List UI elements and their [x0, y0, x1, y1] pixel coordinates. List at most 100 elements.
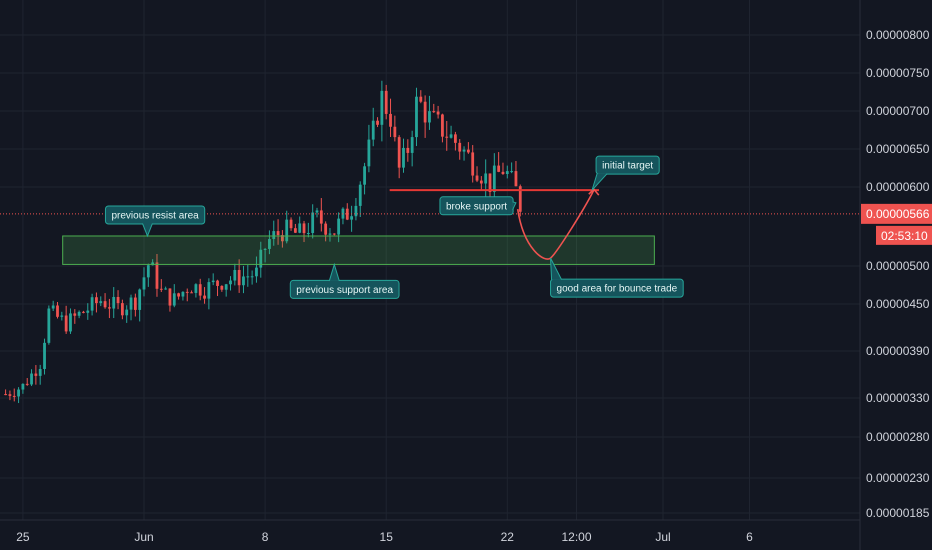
chart-callout[interactable]: previous support area	[289, 262, 400, 299]
countdown-badge	[876, 225, 932, 245]
candle	[8, 390, 12, 401]
candle	[51, 300, 55, 312]
candle	[69, 308, 72, 334]
callout-pointer	[141, 223, 153, 238]
candle	[268, 230, 271, 255]
candle	[229, 276, 232, 291]
time-axis[interactable]: 25 Jun 8 15 22 12:00 Jul 6	[16, 530, 753, 544]
time-tick-label: 22	[501, 530, 515, 544]
candle	[458, 139, 462, 160]
candle	[462, 146, 466, 161]
candle	[505, 165, 509, 179]
candle	[73, 309, 77, 324]
callout-text: initial target	[602, 161, 653, 172]
price-axis[interactable]: 0.00000800 0.00000750 0.00000700 0.00000650…	[866, 28, 930, 520]
candle	[25, 378, 29, 386]
candle	[12, 388, 16, 402]
candlestick-series	[4, 80, 522, 404]
candle	[99, 296, 103, 307]
candle	[120, 299, 124, 320]
candle	[281, 230, 284, 248]
price-tick-label: 0.00000450	[866, 297, 930, 311]
candle	[207, 278, 211, 310]
candle	[466, 142, 470, 154]
candle	[146, 263, 150, 287]
callout-box	[595, 155, 660, 175]
candle	[479, 176, 483, 191]
candle	[185, 288, 189, 302]
candle	[402, 138, 405, 173]
candle	[64, 305, 68, 334]
candle	[108, 298, 111, 319]
candle	[177, 292, 180, 300]
candle	[501, 162, 505, 175]
last-price-badge	[861, 203, 932, 224]
candle	[475, 166, 479, 183]
candle	[510, 162, 514, 174]
candle	[328, 228, 332, 242]
chart-callout[interactable]: good area for bounce trade	[550, 257, 684, 298]
candle	[4, 389, 7, 396]
candle	[103, 293, 107, 309]
candle	[432, 103, 436, 113]
candle	[311, 204, 315, 239]
candle	[90, 293, 94, 316]
candle	[380, 80, 384, 142]
candle	[133, 293, 137, 317]
candle	[406, 139, 410, 162]
candle	[30, 369, 33, 387]
candle	[198, 278, 202, 301]
candle	[56, 302, 59, 319]
callout-text: previous support area	[296, 285, 393, 296]
candle	[116, 290, 120, 310]
chart-grid	[0, 0, 860, 520]
candle	[164, 286, 168, 290]
callout-pointer	[512, 201, 517, 211]
candle	[410, 130, 414, 167]
candle	[302, 220, 306, 243]
price-tick-label: 0.00000230	[866, 471, 930, 485]
candle	[255, 256, 258, 283]
candle	[220, 285, 224, 292]
price-tick-label: 0.00000330	[866, 391, 930, 405]
candle	[350, 205, 353, 232]
time-tick-label: 25	[16, 530, 30, 544]
candle	[211, 273, 215, 286]
candle	[337, 212, 341, 243]
candle	[445, 120, 449, 151]
candle	[233, 263, 237, 286]
candle	[384, 84, 388, 120]
chart-callout[interactable]: broke support	[439, 196, 517, 216]
callout-layer: previous resist area previous support are…	[104, 155, 684, 299]
callout-box	[289, 279, 400, 299]
candle	[60, 311, 64, 321]
candle	[159, 279, 163, 292]
candle	[38, 364, 42, 385]
candle	[112, 287, 116, 319]
chart-callout[interactable]: initial target	[591, 155, 660, 191]
candle	[82, 310, 85, 314]
candle	[259, 241, 263, 278]
chart-callout[interactable]: previous resist area	[104, 205, 206, 238]
time-tick-label: 12:00	[561, 530, 591, 544]
callout-text: broke support	[446, 201, 507, 212]
candle	[190, 290, 193, 294]
candle	[224, 283, 228, 297]
candle	[250, 270, 254, 285]
candle	[319, 198, 323, 232]
candle	[129, 294, 133, 321]
candle	[263, 247, 267, 263]
price-tick-label: 0.00000750	[866, 66, 930, 80]
candle	[393, 115, 397, 142]
candle	[138, 288, 142, 322]
candle	[376, 117, 379, 128]
candle	[371, 107, 375, 147]
candle	[125, 305, 129, 323]
candle	[155, 253, 159, 297]
candle	[298, 216, 302, 234]
annotation-layer	[0, 187, 860, 265]
bar-countdown: 02:53:10	[881, 229, 928, 243]
candle	[397, 135, 401, 179]
